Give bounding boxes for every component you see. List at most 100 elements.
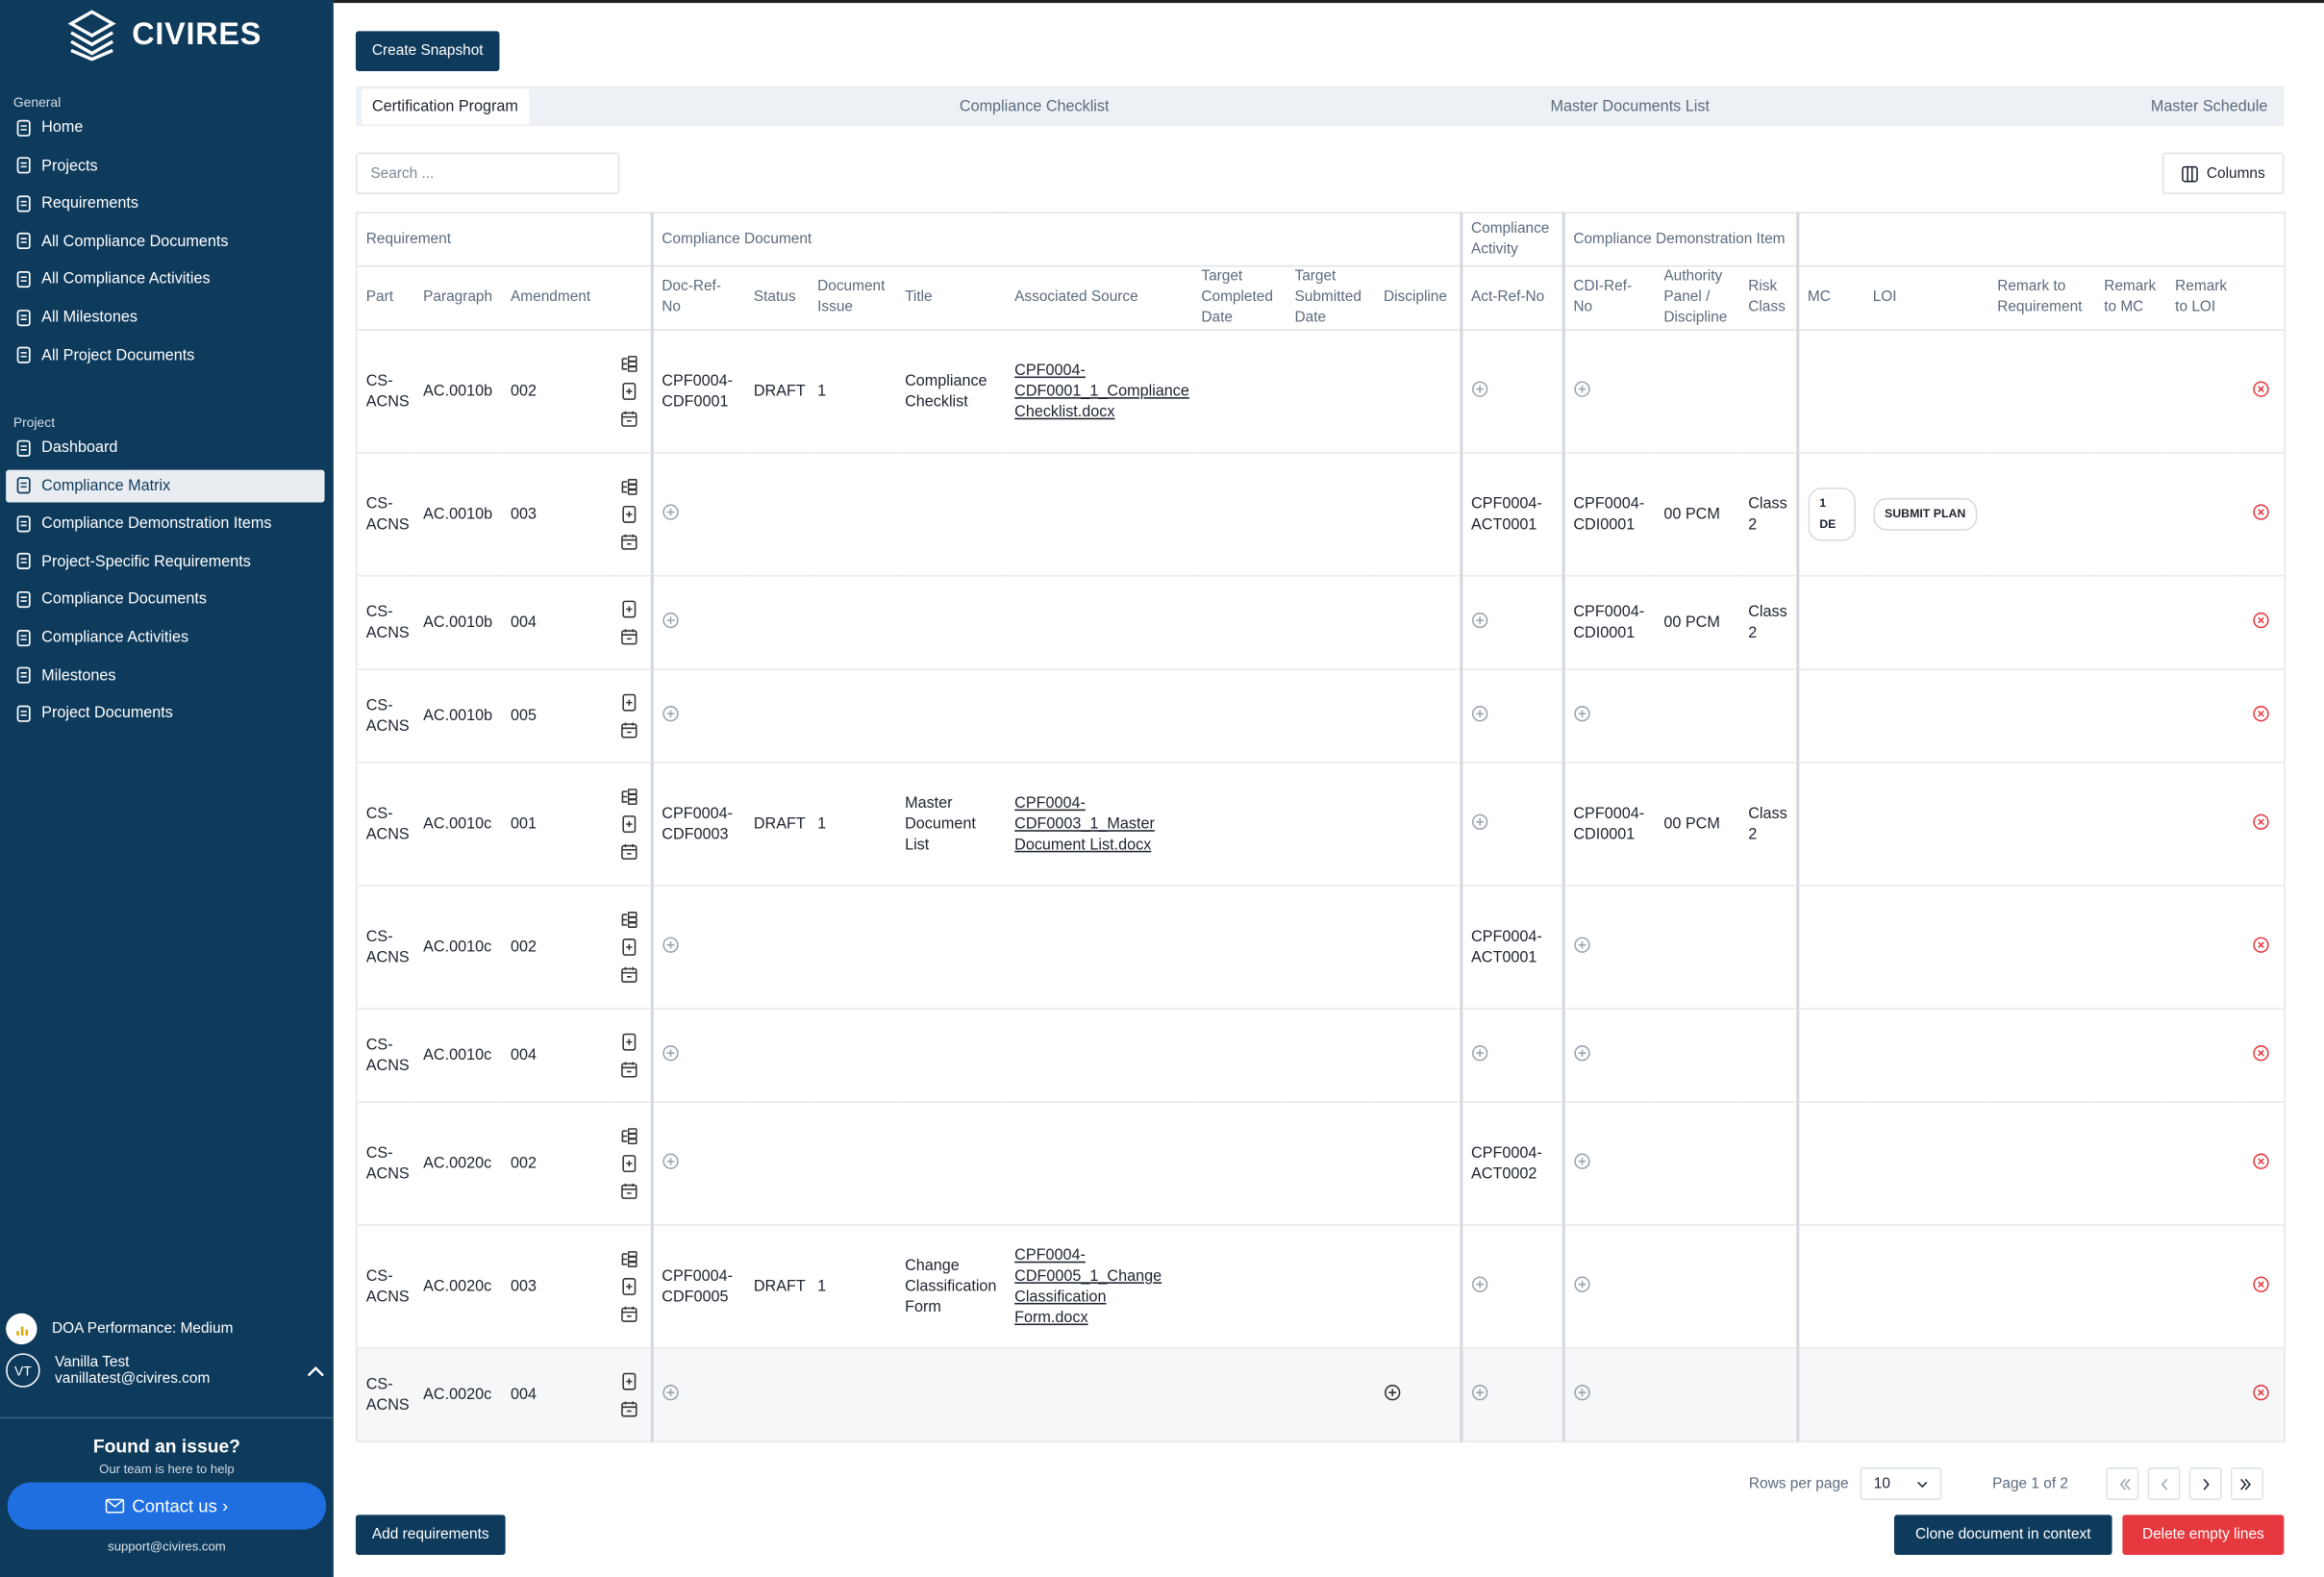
icon-part bbox=[627, 788, 637, 795]
delete-empty-lines[interactable]: Delete empty lines bbox=[2122, 1514, 2285, 1555]
cell-text: CPF0004-ACT0002 bbox=[1470, 1144, 1542, 1184]
tab[interactable]: Compliance Checklist bbox=[959, 96, 1110, 115]
cell: Change Classification Form bbox=[895, 1225, 1006, 1349]
cell: CS-ACNS bbox=[356, 1008, 414, 1103]
nav-item[interactable]: Projects bbox=[6, 149, 324, 182]
cell-text: 005 bbox=[511, 707, 537, 725]
cell bbox=[2094, 452, 2166, 577]
cell: CPF0004-ACT0001 bbox=[1459, 452, 1563, 577]
delete-icon bbox=[2253, 1275, 2270, 1292]
icon-part bbox=[622, 505, 637, 523]
cell: AC.0010c bbox=[413, 763, 502, 887]
icon-part bbox=[20, 482, 27, 488]
cell bbox=[2165, 668, 2239, 763]
source-link[interactable]: CPF0004-CDF0005_1_Change Classification … bbox=[1014, 1246, 1162, 1327]
page-button[interactable] bbox=[2189, 1467, 2223, 1500]
icon-part bbox=[2253, 380, 2270, 397]
cell-text: 003 bbox=[511, 1277, 537, 1296]
nav-icon bbox=[16, 553, 31, 570]
doc-add-icon bbox=[622, 1033, 637, 1051]
cell-text: 1 bbox=[817, 814, 827, 834]
cell bbox=[1459, 575, 1563, 670]
icon-part bbox=[2258, 385, 2265, 392]
nav-item[interactable]: Dashboard bbox=[6, 432, 324, 464]
column-header: Risk Class bbox=[1738, 265, 1798, 331]
cell: SUBMIT PLAN bbox=[1863, 452, 1988, 577]
column-header bbox=[608, 265, 652, 331]
cell bbox=[2165, 886, 2239, 1010]
delete-icon bbox=[2253, 1152, 2270, 1169]
cell-text: 002 bbox=[511, 1154, 537, 1173]
clone-document[interactable]: Clone document in context bbox=[1893, 1514, 2112, 1555]
cell bbox=[608, 668, 652, 763]
source-link[interactable]: CPF0004-CDF0003_1_Master Document List.d… bbox=[1014, 794, 1155, 854]
icon-part bbox=[1573, 1384, 1589, 1400]
doc-add-icon bbox=[622, 693, 637, 712]
page-arrow bbox=[2239, 1478, 2251, 1489]
columns-button[interactable]: Columns bbox=[2162, 152, 2285, 194]
page-button[interactable] bbox=[2231, 1467, 2264, 1500]
nav-item[interactable]: Requirements bbox=[6, 188, 324, 220]
icon-part bbox=[20, 710, 27, 716]
cell bbox=[1738, 1102, 1798, 1226]
cell: DRAFT bbox=[744, 1225, 809, 1349]
cell bbox=[1738, 329, 1798, 454]
nav-item[interactable]: All Milestones bbox=[6, 301, 324, 334]
nav-item[interactable]: Compliance Documents bbox=[6, 583, 324, 615]
user[interactable]: VT Vanilla Test vanillatest@civires.com bbox=[6, 1353, 324, 1388]
tab[interactable]: Master Documents List bbox=[1550, 96, 1710, 115]
cell-text: 001 bbox=[511, 814, 537, 834]
nav-item[interactable]: All Compliance Documents bbox=[6, 225, 324, 258]
cell bbox=[1459, 1225, 1563, 1349]
page-button[interactable] bbox=[2107, 1467, 2139, 1500]
calendar-icon bbox=[621, 1306, 637, 1322]
nav-item[interactable]: Project Documents bbox=[6, 697, 324, 730]
cell bbox=[1795, 1225, 1864, 1349]
icon-part bbox=[1471, 1044, 1487, 1061]
rows-per-page-select[interactable]: 10 bbox=[1860, 1467, 1942, 1500]
nav-item[interactable]: Compliance Demonstration Items bbox=[6, 507, 324, 539]
pagination: Rows per page 10 Page 1 of 2 bbox=[1749, 1467, 2264, 1500]
cell bbox=[1374, 668, 1462, 763]
icon-part bbox=[622, 693, 637, 712]
tab[interactable]: Master Schedule bbox=[2150, 96, 2268, 115]
icon-part bbox=[622, 600, 637, 618]
nav-item[interactable]: Home bbox=[6, 112, 324, 144]
page-button[interactable] bbox=[2148, 1467, 2182, 1500]
nav-item[interactable]: Compliance Activities bbox=[6, 621, 324, 654]
cell bbox=[1374, 1225, 1462, 1349]
icon-part bbox=[621, 722, 637, 734]
icon-part bbox=[621, 629, 637, 640]
contact-button[interactable]: Contact us › bbox=[7, 1482, 327, 1530]
nav-item[interactable]: Compliance Matrix bbox=[6, 469, 325, 502]
cell bbox=[1286, 1225, 1375, 1349]
cell: CPF0004-CDF0005_1_Change Classification … bbox=[1005, 1225, 1193, 1349]
cell bbox=[895, 1008, 1006, 1103]
nav-label: Projects bbox=[41, 156, 98, 175]
icon-part bbox=[1475, 1388, 1484, 1396]
group-header: Compliance Demonstration Item bbox=[1562, 213, 1798, 267]
cell bbox=[1987, 329, 2095, 454]
doc-add-icon bbox=[622, 815, 637, 833]
cell bbox=[2165, 1008, 2239, 1103]
nav-item[interactable]: All Compliance Activities bbox=[6, 263, 324, 295]
create-snapshot[interactable]: Create Snapshot bbox=[355, 31, 500, 71]
cell bbox=[2238, 886, 2286, 1010]
tab[interactable]: Certification Program bbox=[362, 88, 529, 124]
nav-item[interactable]: Milestones bbox=[6, 659, 324, 691]
icon-part bbox=[621, 412, 637, 427]
icon-part bbox=[621, 1184, 637, 1199]
nav-item[interactable]: All Project Documents bbox=[6, 338, 324, 371]
add-icon bbox=[662, 705, 678, 721]
icon-part bbox=[106, 1499, 124, 1508]
icon-part bbox=[16, 553, 31, 570]
tree-icon bbox=[621, 479, 637, 495]
add-requirements[interactable]: Add requirements bbox=[355, 1514, 506, 1555]
search-input[interactable]: Search ... bbox=[355, 152, 620, 194]
nav-item[interactable]: Project-Specific Requirements bbox=[6, 545, 324, 578]
row-actions bbox=[617, 1372, 641, 1417]
cell bbox=[744, 668, 809, 763]
cell bbox=[1863, 763, 1988, 887]
cell bbox=[1005, 452, 1193, 577]
source-link[interactable]: CPF0004-CDF0001_1_Compliance Checklist.d… bbox=[1014, 362, 1189, 421]
